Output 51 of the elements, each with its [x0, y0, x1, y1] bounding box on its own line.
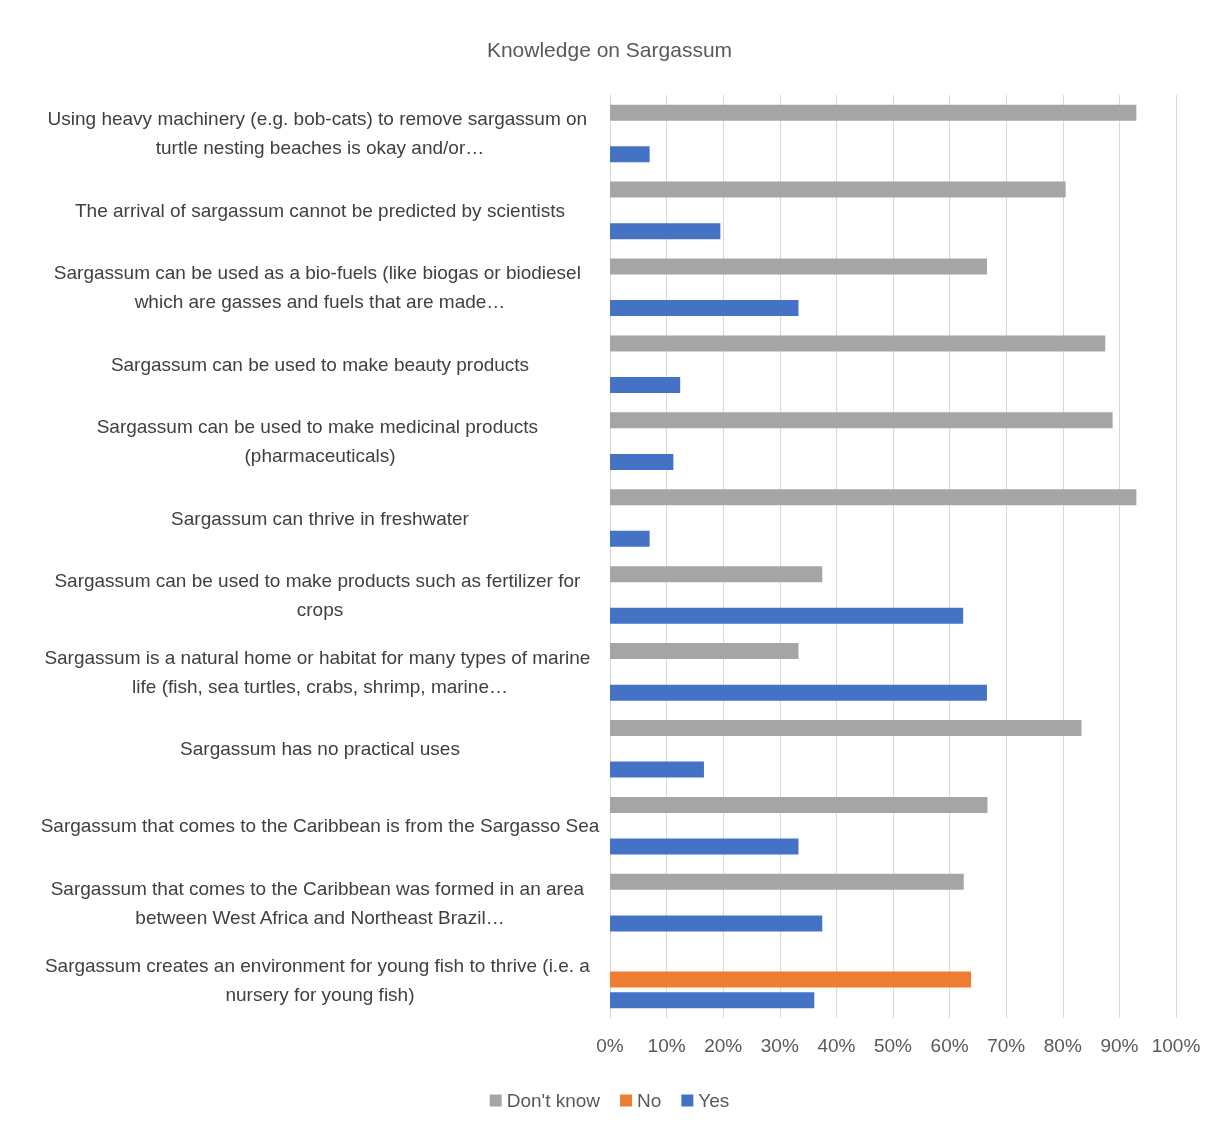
bar — [610, 104, 1137, 121]
x-tick-label: 60% — [930, 1035, 969, 1056]
x-tick-label: 10% — [647, 1035, 686, 1056]
y-tick-label: Sargassum can be used to make medicinal products (pharmaceuticals) — [96, 416, 544, 467]
bar — [610, 223, 721, 240]
legend-label: Yes — [698, 1090, 730, 1111]
bar — [610, 530, 650, 547]
y-tick-label: Sargassum that comes to the Caribbean was formed in an area between West Africa and Northeast Brazil… — [50, 877, 590, 928]
bar — [610, 838, 799, 855]
y-tick-label: Sargassum is a natural home or habitat for many types of marine life (fish, sea turtles, crabs, shrimp, marine… — [44, 646, 596, 697]
y-tick-label: Sargassum can be used to make beauty products — [110, 353, 530, 375]
x-tick-label: 90% — [1100, 1035, 1139, 1056]
bar — [610, 719, 1082, 736]
bar — [610, 873, 964, 890]
y-tick-label: Sargassum can be used to make products such as fertilizer for crops — [54, 569, 586, 620]
y-tick-label: Sargassum creates an environment for young fish to thrive (i.e. a nursery for young fish) — [44, 954, 596, 1005]
x-tick-label: 0% — [596, 1035, 624, 1056]
bar — [610, 377, 681, 394]
bar — [610, 643, 799, 660]
bar — [610, 761, 704, 778]
y-tick-label: The arrival of sargassum cannot be predicted by scientists — [74, 199, 566, 221]
legend-label: Don't know — [506, 1090, 601, 1111]
x-tick-label: 70% — [987, 1035, 1026, 1056]
chart-title: Knowledge on Sargassum — [486, 38, 733, 61]
bar — [610, 796, 988, 813]
bar — [610, 566, 823, 583]
bar — [610, 684, 987, 701]
bar — [610, 992, 815, 1009]
y-tick-label: Sargassum can be used as a bio-fuels (like biogas or biodiesel which are gasses and fuels that are made… — [53, 262, 587, 313]
bar — [610, 181, 1066, 198]
bar — [610, 146, 650, 163]
y-tick-label: Sargassum can thrive in freshwater — [171, 507, 470, 529]
bar — [610, 489, 1137, 506]
y-tick-label: Using heavy machinery (e.g. bob-cats) to remove sargassum on turtle nesting beaches is okay and/or… — [47, 108, 593, 159]
x-tick-label: 30% — [760, 1035, 799, 1056]
bar — [610, 335, 1106, 352]
x-tick-label: 100% — [1151, 1035, 1201, 1056]
bar — [610, 971, 972, 988]
bar — [610, 607, 964, 624]
x-tick-label: 40% — [817, 1035, 856, 1056]
legend-label: No — [637, 1090, 662, 1111]
bar — [610, 300, 799, 317]
x-tick-label: 50% — [873, 1035, 913, 1056]
x-tick-label: 80% — [1043, 1035, 1082, 1056]
bar — [610, 915, 823, 932]
bar — [610, 258, 987, 275]
x-tick-label: 20% — [704, 1035, 743, 1056]
y-tick-label: Sargassum has no practical uses — [180, 738, 460, 760]
bar — [610, 412, 1113, 429]
y-tick-label: Sargassum that comes to the Caribbean is from the Sargasso Sea — [40, 815, 600, 837]
bar — [610, 453, 674, 470]
